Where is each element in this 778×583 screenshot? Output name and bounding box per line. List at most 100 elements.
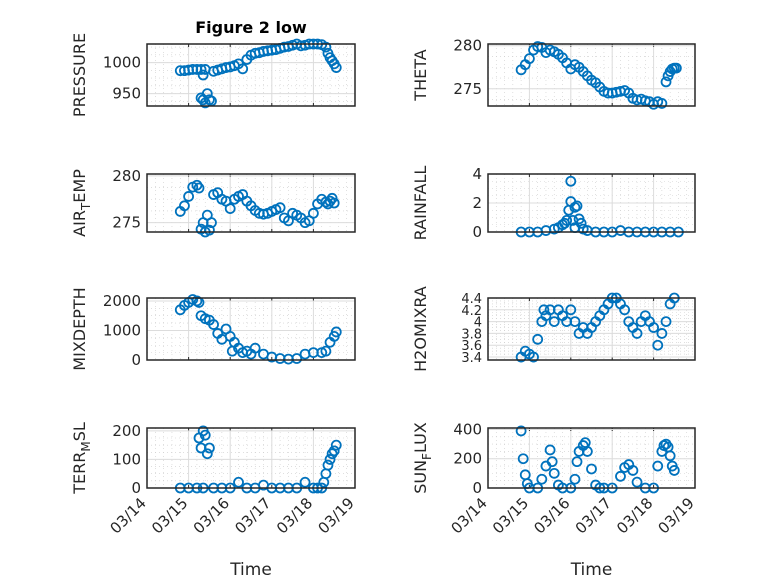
data-point [324,454,336,465]
y-tick-label: 280 [112,167,141,185]
data-point [668,465,680,476]
x-tick-label: 03/14 [448,494,491,537]
data-point [328,197,340,209]
data-point [208,319,219,330]
y-tick-label: 2000 [103,292,141,310]
data-point [233,476,244,488]
figure-title: Figure 2 low [195,18,307,37]
data-point [224,203,236,215]
data-point [536,473,548,485]
data-point [548,316,560,328]
data-point [206,217,217,229]
data-point [648,322,659,333]
x-axis-label: Time [229,560,272,580]
y-axis-label: TERRMSL [70,422,93,495]
data-point [619,304,631,316]
data-point [237,63,249,75]
x-tick-label: 03/14 [107,494,150,537]
data-point [183,191,195,202]
data-point [191,179,203,191]
data-point [249,342,261,354]
data-point [656,98,668,109]
data-point [571,456,583,468]
data-point [581,446,593,457]
data-point [652,339,664,351]
y-axis-label: THETA [411,49,430,101]
x-tick-label: 03/15 [148,494,191,537]
data-point [307,207,319,219]
data-point [322,459,334,471]
data-point [330,62,342,73]
data-point [571,200,583,212]
data-point [517,453,529,465]
data-point [193,182,205,194]
data-point [569,316,581,328]
y-tick-label: 0 [472,223,482,241]
data-point [660,76,672,88]
x-tick-label: 03/16 [530,494,573,537]
x-tick-label: 03/19 [315,494,358,537]
y-tick-label: 3.6 [461,339,482,354]
x-tick-label: 03/18 [273,494,316,537]
data-point [328,445,340,457]
y-tick-label: 0 [131,351,141,369]
data-point [532,333,544,345]
data-point [330,439,342,451]
data-point [203,224,215,236]
data-point [631,476,643,488]
data-point [528,351,539,363]
data-point [299,476,311,488]
y-tick-label: 275 [453,80,482,98]
data-point [197,69,209,81]
x-tick-label: 03/16 [190,494,233,537]
data-point [660,316,672,328]
y-tick-label: 400 [453,420,482,438]
y-tick-label: 0 [472,479,482,497]
data-point [569,473,581,485]
data-point [569,201,581,213]
data-point [544,444,556,456]
data-point [670,62,682,74]
y-tick-label: 950 [112,85,141,103]
data-point [546,456,558,468]
y-tick-label: 0 [131,479,141,497]
y-tick-label: 4 [472,165,482,183]
y-axis-label: SUNFLUX [411,422,434,494]
data-point [631,328,643,339]
data-point [274,202,286,214]
y-tick-label: 200 [453,450,482,468]
y-tick-label: 100 [112,450,141,468]
data-point [575,217,587,229]
data-point [565,304,577,316]
y-tick-label: 4.4 [461,292,482,307]
data-point [565,175,577,187]
data-point [320,41,332,53]
axes-frame [146,173,356,233]
data-point [191,295,203,307]
y-axis-label: MIXDEPTH [70,287,89,370]
y-tick-label: 1000 [103,54,141,72]
data-point [515,425,527,437]
y-axis-label: AIRTEMP [70,169,93,237]
x-tick-label: 03/17 [572,494,615,537]
data-point [179,200,190,212]
axes-frame [146,43,356,107]
x-tick-label: 03/17 [231,494,274,537]
x-tick-label: 03/18 [613,494,656,537]
data-point [330,326,342,338]
data-point [201,448,213,460]
data-point [199,429,211,441]
x-tick-label: 03/15 [489,494,532,537]
data-point [627,465,639,476]
plot-area [147,428,355,488]
data-point [660,438,672,450]
axes-frame [146,427,356,489]
data-point [561,214,573,226]
y-axis-label: H2OMIXRA [411,286,430,372]
y-tick-label: 3.8 [461,327,482,342]
data-point [586,463,597,475]
data-point [320,345,332,357]
y-tick-label: 280 [453,37,482,55]
axes-frame [146,297,356,361]
